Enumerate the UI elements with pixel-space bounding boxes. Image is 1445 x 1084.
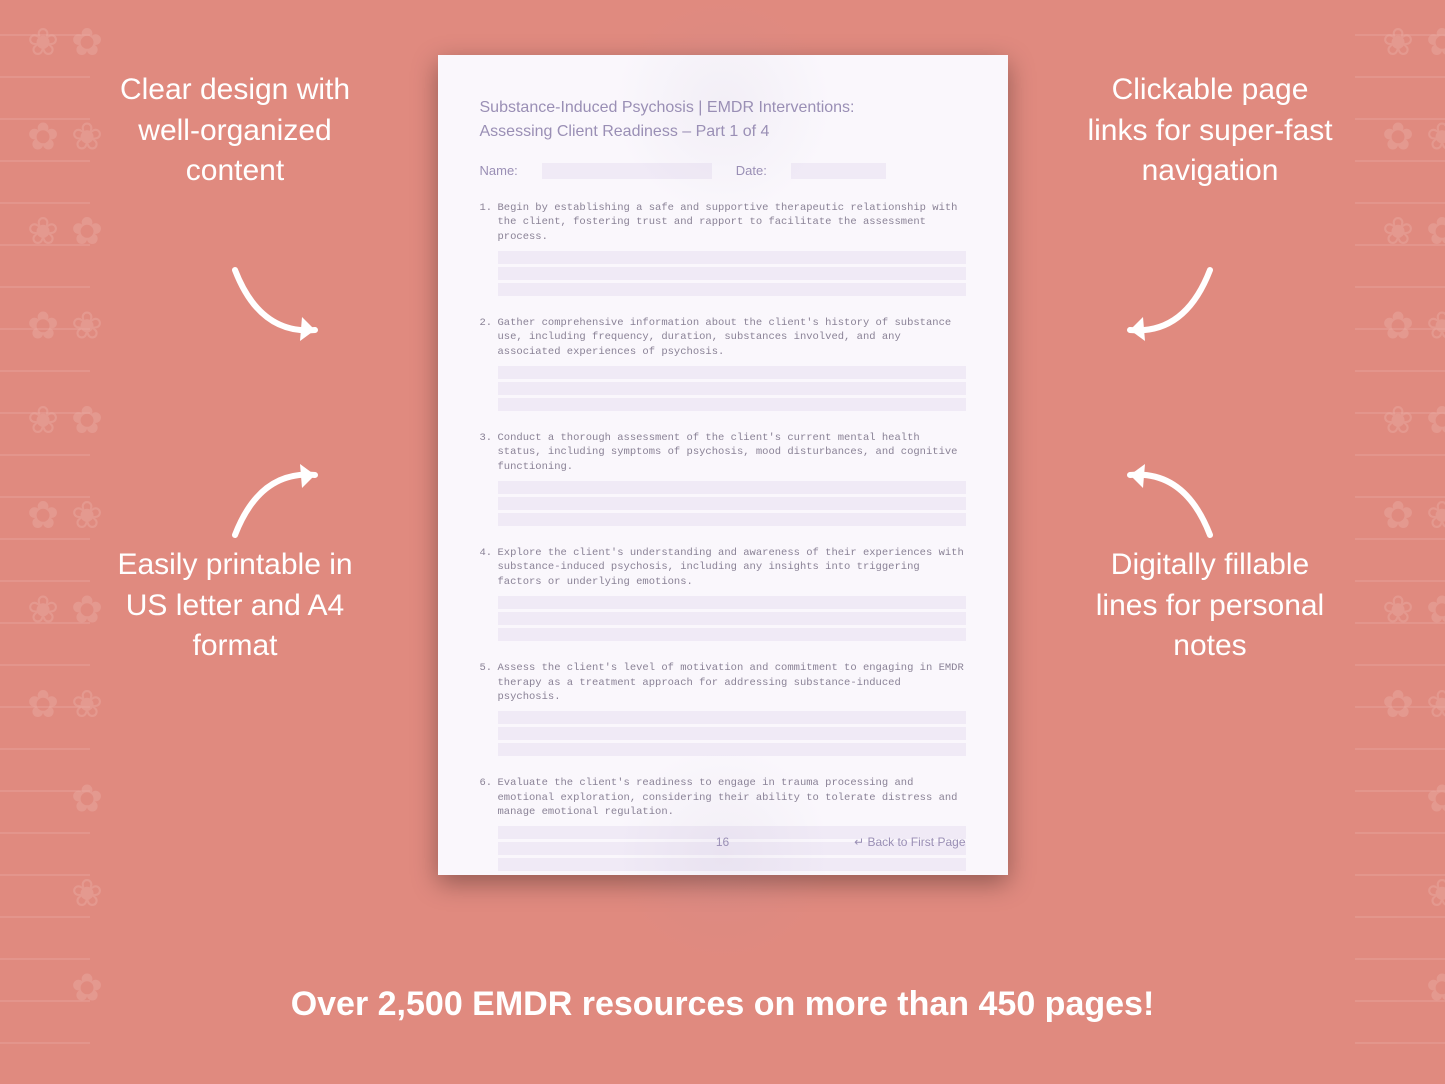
back-to-first-link[interactable]: ↵ Back to First Page	[854, 835, 965, 849]
item-text: Assess the client's level of motivation …	[498, 661, 966, 705]
callout-bottom-left: Easily printable in US letter and A4 for…	[105, 545, 365, 667]
callout-top-right: Clickable page links for super-fast navi…	[1080, 70, 1340, 192]
item-text: Conduct a thorough assessment of the cli…	[498, 431, 966, 475]
fillable-lines[interactable]	[498, 596, 966, 641]
item-number: 1.	[480, 201, 498, 245]
name-label: Name:	[480, 163, 518, 178]
bottom-banner: Over 2,500 EMDR resources on more than 4…	[0, 985, 1445, 1024]
item-text: Gather comprehensive information about t…	[498, 316, 966, 360]
worksheet-item: 4.Explore the client's understanding and…	[480, 546, 966, 641]
worksheet-item: 3.Conduct a thorough assessment of the c…	[480, 431, 966, 526]
item-number: 2.	[480, 316, 498, 360]
page-number: 16	[716, 835, 729, 849]
fillable-lines[interactable]	[498, 366, 966, 411]
item-number: 3.	[480, 431, 498, 475]
worksheet-item: 2.Gather comprehensive information about…	[480, 316, 966, 411]
item-text: Explore the client's understanding and a…	[498, 546, 966, 590]
arrow-top-right	[1105, 255, 1225, 375]
item-number: 4.	[480, 546, 498, 590]
item-number: 6.	[480, 776, 498, 820]
document-page: Substance-Induced Psychosis | EMDR Inter…	[438, 55, 1008, 875]
mandala-decoration-top	[613, 0, 833, 215]
floral-border-right	[1355, 0, 1445, 1084]
arrow-top-left	[220, 255, 340, 375]
callout-bottom-right: Digitally fillable lines for personal no…	[1080, 545, 1340, 667]
fillable-lines[interactable]	[498, 251, 966, 296]
arrow-bottom-left	[220, 430, 340, 550]
arrow-bottom-right	[1105, 430, 1225, 550]
mandala-decoration-bottom	[613, 745, 833, 965]
worksheet-item: 5.Assess the client's level of motivatio…	[480, 661, 966, 756]
page-footer: 16 ↵ Back to First Page	[480, 835, 966, 849]
floral-border-left	[0, 0, 90, 1084]
fillable-lines[interactable]	[498, 481, 966, 526]
item-number: 5.	[480, 661, 498, 705]
callout-top-left: Clear design with well-organized content	[105, 70, 365, 192]
